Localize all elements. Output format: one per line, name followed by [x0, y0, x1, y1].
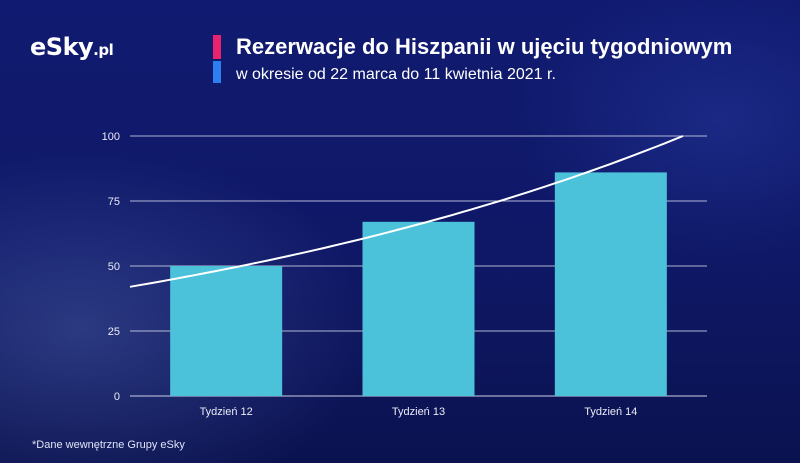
esky-logo: eSky.pl	[30, 33, 114, 61]
x-tick-label: Tydzień 12	[200, 406, 253, 418]
x-tick-label: Tydzień 14	[584, 406, 637, 418]
title-accent-blue	[213, 61, 221, 83]
y-tick-label: 100	[102, 131, 120, 143]
y-tick-label: 50	[108, 261, 120, 273]
x-tick-label: Tydzień 13	[392, 406, 445, 418]
logo-main-text: eSky	[30, 33, 94, 61]
bars	[170, 172, 667, 396]
bar	[170, 266, 283, 396]
chart-title: Rezerwacje do Hiszpanii w ujęciu tygodni…	[236, 34, 733, 59]
trendline-curve	[129, 135, 684, 288]
footnote: *Dane wewnętrzne Grupy eSky	[32, 439, 185, 451]
y-tick-label: 25	[108, 326, 120, 338]
logo-suffix-text: .pl	[93, 41, 114, 59]
bar	[362, 221, 475, 396]
chart-subtitle: w okresie od 22 marca do 11 kwietnia 202…	[236, 66, 556, 83]
y-axis-ticks: 0 25 50 75 100	[102, 131, 120, 403]
title-accent-bars	[213, 35, 221, 83]
y-tick-label: 75	[108, 196, 120, 208]
trendline	[129, 135, 684, 288]
title-accent-pink	[213, 35, 221, 59]
x-axis-ticks: Tydzień 12 Tydzień 13 Tydzień 14	[200, 406, 638, 418]
bar	[554, 172, 667, 396]
y-tick-label: 0	[114, 391, 120, 403]
